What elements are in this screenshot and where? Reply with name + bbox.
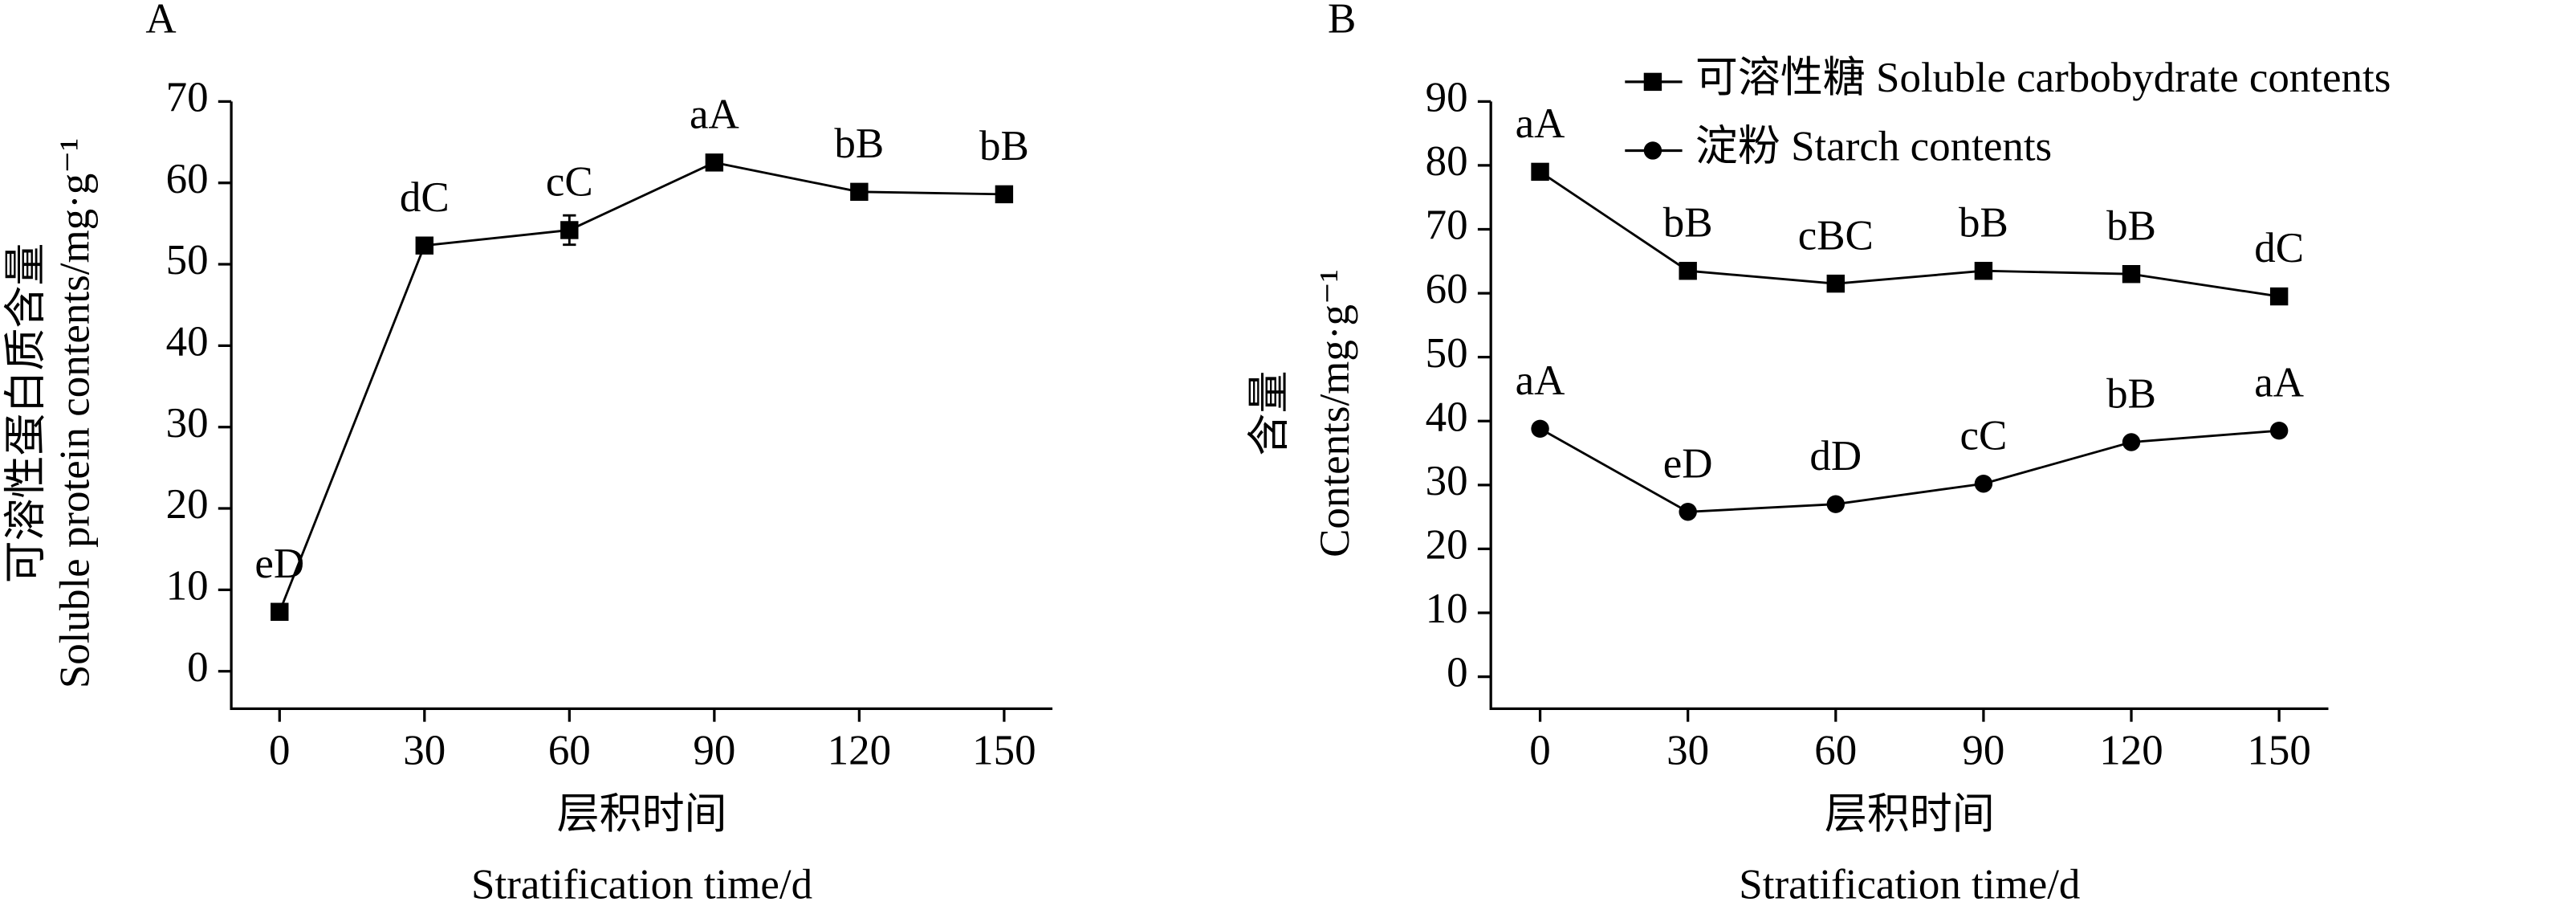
y-axis-label: 含量 [1246,371,1292,456]
y-tick-label: 80 [1426,138,1468,185]
significance-label: dD [1809,433,1862,479]
data-point [850,182,869,202]
x-axis-label: Stratification time/d [471,862,812,908]
significance-label: eD [1663,440,1713,487]
significance-label: eD [254,541,304,587]
data-point [1531,419,1549,439]
x-tick-label: 90 [1962,728,2004,774]
x-axis-label: 层积时间 [557,791,727,838]
significance-label: aA [1516,100,1565,147]
data-point [560,221,579,239]
y-tick-label: 30 [166,400,209,447]
significance-label: dC [2254,225,2304,271]
x-tick-label: 0 [1529,728,1550,774]
y-tick-label: 50 [166,237,209,284]
x-axis-label: 层积时间 [1825,791,1995,838]
x-tick-label: 150 [972,728,1036,774]
x-tick-label: 30 [1666,728,1709,774]
y-tick-label: 10 [1426,586,1468,632]
data-point [1974,475,1993,493]
x-tick-label: 30 [403,728,446,774]
x-tick-label: 0 [269,728,290,774]
x-tick-label: 150 [2247,728,2310,774]
series-line [1539,170,2280,298]
data-point [1826,495,1846,513]
data-point [1679,262,1697,280]
y-tick-label: 30 [1426,458,1468,504]
x-tick-label: 120 [2099,728,2163,774]
data-point [1974,262,1993,280]
significance-label: aA [690,91,739,137]
significance-label: bB [1663,199,1713,246]
y-tick-label: 50 [1426,330,1468,377]
legend-label: 淀粉 Starch contents [1695,124,2052,170]
significance-label: bB [979,123,1029,169]
x-axis-label: Stratification time/d [1739,862,2080,908]
data-point [705,153,724,172]
data-point [1826,274,1846,293]
y-tick-label: 40 [166,319,209,365]
significance-label: dC [400,174,450,221]
significance-label: aA [1516,357,1565,404]
x-tick-label: 120 [828,728,891,774]
series-line [1539,427,2280,513]
y-tick-label: 0 [187,644,208,691]
y-axis-label: Soluble protein contents/mg·g⁻¹ [52,138,99,688]
axis [230,101,1053,710]
y-tick-label: 90 [1426,74,1468,120]
y-tick-label: 10 [166,563,209,610]
data-point [271,602,289,621]
y-tick-label: 40 [1426,394,1468,440]
y-tick-label: 0 [1447,650,1467,696]
significance-label: bB [834,120,884,167]
legend-marker [1643,72,1662,92]
y-tick-label: 60 [1426,266,1468,312]
y-tick-label: 70 [166,74,209,120]
y-tick-label: 70 [1426,202,1468,249]
data-point [2122,265,2141,284]
significance-label: bB [1959,199,2008,246]
significance-label: cC [1959,412,2007,459]
significance-label: bB [2106,371,2156,418]
series-line [278,161,1004,613]
x-tick-label: 60 [1814,728,1857,774]
data-point [1679,503,1697,521]
significance-label: cC [546,159,593,206]
data-point [2122,433,2141,451]
y-axis-label: 可溶性蛋白质含量 [3,243,50,584]
data-point [1531,162,1549,182]
y-tick-label: 60 [166,156,209,202]
y-axis-label: Contents/mg·g⁻¹ [1312,269,1358,557]
legend-marker [1643,141,1662,160]
panel-label: A [145,0,176,43]
x-tick-label: 60 [548,728,591,774]
significance-label: cBC [1798,212,1874,259]
x-tick-label: 90 [693,728,735,774]
y-tick-label: 20 [1426,522,1468,569]
panel-label: B [1328,0,1356,43]
data-point [2269,421,2289,440]
data-point [2269,287,2289,306]
axis [1489,101,2329,710]
y-tick-label: 20 [166,481,209,528]
legend-label: 可溶性糖 Soluble carbobydrate contents [1695,55,2391,101]
significance-label: bB [2106,202,2156,249]
significance-label: aA [2254,359,2304,406]
data-point [415,236,434,255]
data-point [995,185,1014,204]
